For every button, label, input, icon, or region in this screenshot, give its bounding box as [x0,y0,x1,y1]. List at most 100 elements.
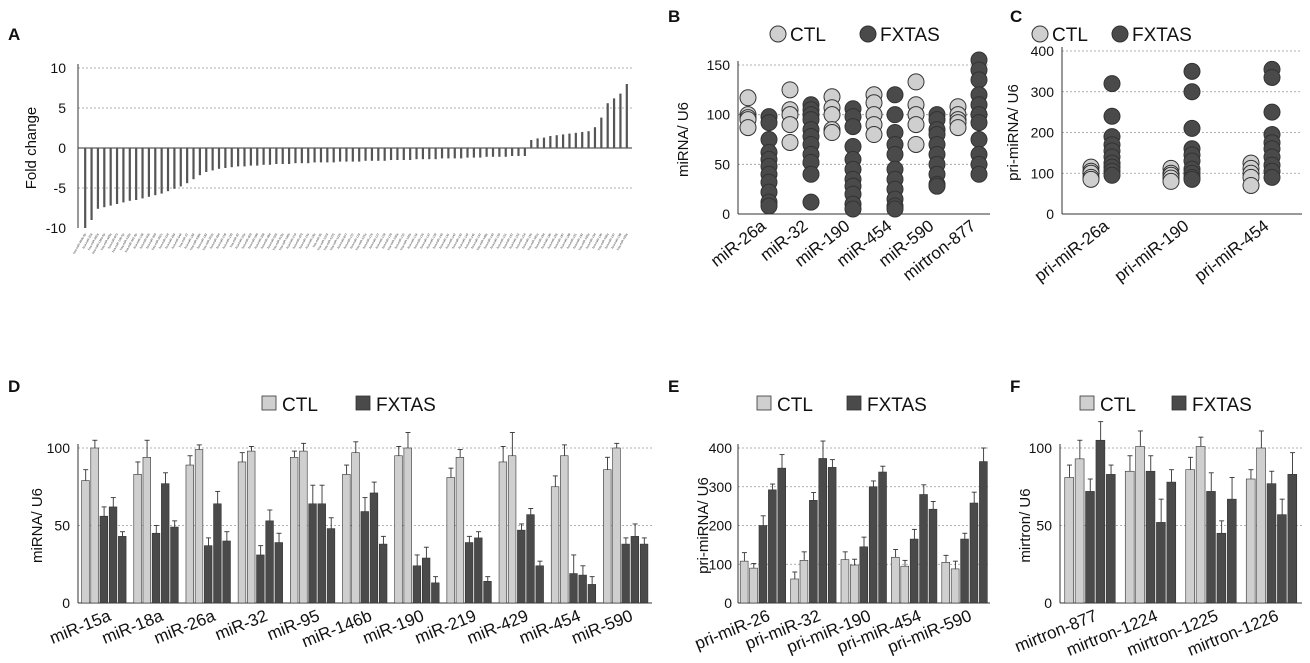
bar [294,148,297,164]
bar [173,148,176,189]
bar [625,84,628,148]
bar-fxtas [317,503,326,604]
bar-fxtas [758,525,768,604]
bar-fxtas [818,458,827,604]
bar [262,148,265,165]
bar [287,148,291,164]
tick-label: hsa-miR-32 [229,232,240,248]
point-ctl [1162,172,1180,190]
point-ctl [739,89,757,107]
bar-ctl [194,449,204,604]
bar-fxtas [1206,491,1216,604]
legend-label-ctl: CTL [1100,395,1136,416]
point-fxtas [970,114,988,132]
bar [370,148,374,161]
bar [217,148,221,169]
bar-ctl [1185,469,1195,604]
y-tick-label-c: 100 [1031,165,1055,181]
category-label: miR-26a [151,606,218,648]
bar-fxtas [308,503,317,604]
bar [402,148,405,160]
bar-fxtas [421,557,431,604]
legend-label-ctl: CTL [777,395,813,416]
point-fxtas [1183,119,1201,137]
y-tick-label-d: 50 [54,518,70,534]
bar [511,148,514,156]
bar-fxtas [621,543,630,604]
bar [84,148,87,228]
bar-fxtas [960,538,969,604]
bar-fxtas [1145,470,1156,604]
bar [109,148,112,206]
bar [230,148,233,168]
bar-fxtas [483,580,492,604]
bar-fxtas [326,528,336,604]
point-fxtas [928,177,946,195]
point-fxtas [760,114,778,132]
bar [389,148,393,160]
point-fxtas [1263,103,1281,121]
bar-fxtas [535,565,544,604]
point-fxtas [970,131,988,148]
bar [358,148,361,162]
bar-fxtas [878,471,887,604]
bar-fxtas [118,536,127,604]
bar [166,148,170,192]
point-fxtas [1103,166,1121,184]
bar [542,137,546,148]
bar [275,148,278,164]
bar-ctl [351,452,360,604]
point-fxtas [802,193,820,211]
bar-fxtas [919,494,928,604]
legend-marker-fxtas [859,25,877,43]
bar [351,148,354,162]
bar-ctl [603,469,612,604]
y-tick-label-a: 5 [58,100,66,116]
panel-label-f: F [1010,377,1020,396]
bar-fxtas [431,582,440,604]
bar-fxtas [1156,522,1166,604]
bar [568,133,571,148]
bar-fxtas [630,536,640,604]
bar-fxtas [213,503,222,604]
y-tick-label-c: 200 [1031,125,1055,141]
legend-label-fxtas: FXTAS [880,25,940,46]
y-tick-label-b: 50 [714,156,730,172]
bar [485,148,488,157]
bar [154,148,157,196]
bar [421,148,425,160]
bar-ctl [550,486,560,604]
bar-ctl [1135,446,1145,604]
bar [549,136,552,148]
bar [205,148,208,172]
bar-ctl [507,455,517,604]
bar [536,138,539,148]
bar-fxtas [859,546,868,604]
point-ctl [823,124,841,142]
bar-fxtas [99,515,108,604]
bar-fxtas [1216,532,1227,604]
bar-ctl [560,455,569,604]
bar-ctl [403,447,412,604]
bar-ctl [498,461,508,604]
bar-ctl [299,450,308,604]
bar-fxtas [587,584,597,604]
bar-ctl [950,568,960,604]
legend-marker-fxtas [355,395,371,411]
bar-ctl [81,480,90,604]
legend-marker-ctl [1031,25,1049,43]
bar [377,148,380,161]
bar-ctl [612,447,621,604]
bar-fxtas [360,511,369,604]
bar [224,148,227,168]
bar-fxtas [768,489,777,604]
bar [141,148,144,199]
y-tick-label-e: 0 [724,595,732,611]
bar-ctl [290,456,299,604]
bar [479,148,482,158]
y-tick-label-b: 150 [707,57,731,73]
bar-fxtas [809,500,818,604]
